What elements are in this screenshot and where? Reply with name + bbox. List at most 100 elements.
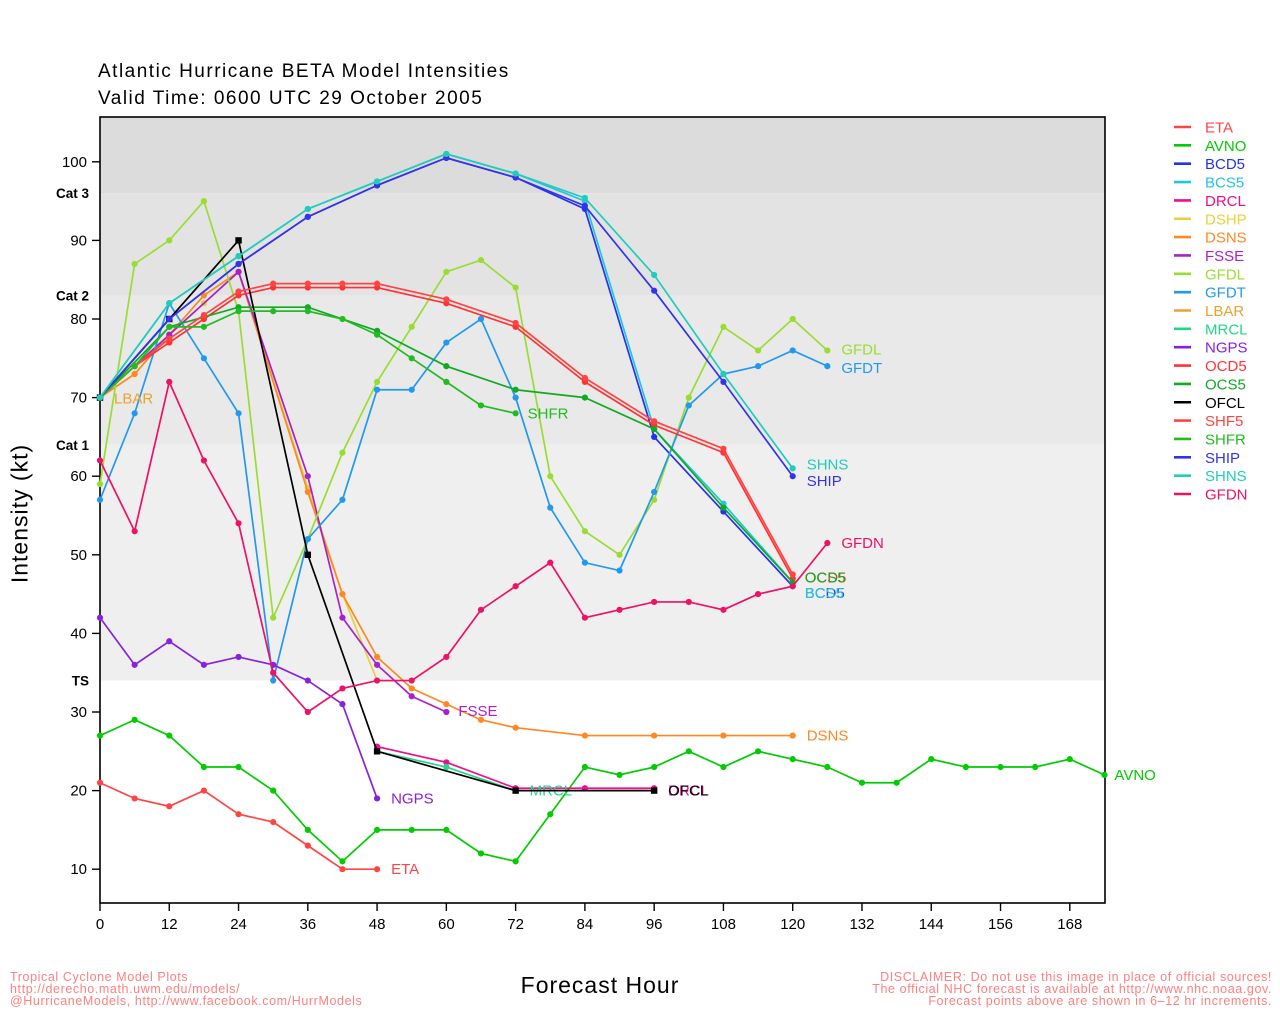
credits-text: Tropical Cyclone Model Plots http://derec…: [10, 971, 362, 1008]
data-point: [581, 394, 588, 401]
data-point: [96, 394, 104, 401]
data-point: [270, 677, 277, 684]
data-point: [235, 308, 242, 315]
data-point: [373, 386, 381, 393]
data-point: [304, 473, 311, 480]
series-avno: AVNO: [96, 716, 1156, 865]
data-point: [408, 685, 415, 692]
data-point: [443, 150, 450, 158]
data-point: [131, 661, 138, 668]
legend-label: SHF5: [1205, 413, 1243, 430]
data-point: [166, 300, 173, 307]
series-line: [99, 718, 1105, 863]
data-point: [1032, 763, 1039, 771]
data-point: [166, 323, 173, 330]
data-point: [131, 370, 138, 378]
series-inline-label: FSSE: [458, 703, 497, 720]
y-tick-label: 90: [70, 232, 87, 249]
legend-item-ocd5: OCD5: [1174, 358, 1247, 375]
intensity-band: [100, 444, 1105, 681]
data-point: [270, 614, 277, 621]
data-point: [616, 606, 623, 613]
series-inline-label: GFDL: [841, 341, 881, 358]
series-inline-label: GFDT: [841, 360, 882, 377]
y-tick-label: 10: [70, 861, 87, 878]
data-point: [131, 363, 138, 370]
data-point: [1101, 771, 1108, 778]
data-point: [443, 759, 450, 766]
data-point: [477, 256, 485, 264]
data-point: [235, 253, 242, 260]
data-point: [512, 170, 519, 177]
data-point: [200, 198, 208, 205]
footer-line: Forecast points above are shown in 6–12 …: [928, 994, 1272, 1008]
data-point: [824, 363, 831, 370]
data-point: [685, 394, 692, 401]
data-point: [581, 763, 588, 771]
data-point: [512, 410, 519, 417]
legend-label: OCS5: [1205, 376, 1246, 393]
y-tick-label: 30: [70, 704, 87, 721]
legend-label: OFCL: [1205, 395, 1245, 412]
legend-item-gfdt: GFDT: [1174, 285, 1246, 302]
data-point: [477, 315, 485, 323]
y-tick-label: 100: [62, 154, 87, 171]
legend-label: SHNS: [1205, 468, 1247, 485]
data-point: [408, 386, 415, 393]
data-point: [166, 732, 173, 739]
data-point: [200, 292, 208, 299]
legend-item-dshp: DSHP: [1174, 211, 1247, 228]
series-shns: SHNS: [96, 150, 848, 473]
data-point: [685, 402, 692, 409]
x-axis-label: Forecast Hour: [520, 972, 680, 998]
data-point: [547, 504, 554, 511]
data-point: [685, 748, 692, 755]
legend-label: DSNS: [1205, 230, 1247, 247]
series-inline-label: SHFR: [528, 405, 569, 422]
x-tick-label: 108: [711, 916, 736, 933]
data-point: [512, 583, 519, 590]
data-point: [754, 363, 762, 370]
data-point: [720, 323, 727, 330]
data-point: [651, 598, 658, 606]
data-point: [616, 771, 623, 778]
legend-item-dsns: DSNS: [1174, 230, 1247, 247]
legend-label: GFDN: [1205, 487, 1248, 504]
x-tick-label: 12: [161, 916, 178, 933]
data-point: [373, 280, 381, 287]
data-point: [1066, 756, 1073, 763]
data-point: [408, 826, 415, 834]
x-tick-label: 168: [1057, 916, 1082, 933]
data-point: [96, 457, 104, 464]
data-point: [512, 787, 519, 794]
data-point: [408, 693, 415, 700]
data-point: [235, 237, 242, 244]
legend-label: OCD5: [1205, 358, 1247, 375]
data-point: [235, 260, 242, 268]
plot-border: [99, 116, 1106, 904]
data-point: [304, 205, 311, 213]
category-label: Cat 2: [56, 288, 89, 303]
legend-item-shfr: SHFR: [1174, 431, 1246, 448]
data-point: [373, 677, 381, 684]
y-tick-label: 70: [70, 390, 87, 407]
legend-item-drcl: DRCL: [1174, 193, 1246, 210]
data-point: [373, 826, 381, 834]
legend-label: NGPS: [1205, 340, 1248, 357]
data-point: [200, 457, 208, 464]
data-point: [373, 866, 381, 873]
data-point: [166, 378, 173, 385]
data-point: [200, 311, 208, 319]
data-point: [166, 315, 173, 323]
data-point: [339, 591, 346, 598]
data-point: [616, 551, 623, 558]
x-tick-label: 0: [96, 916, 104, 933]
data-point: [339, 685, 346, 692]
data-point: [131, 795, 138, 802]
x-tick-label: 156: [988, 916, 1013, 933]
data-point: [96, 496, 104, 503]
data-point: [789, 315, 796, 323]
legend-item-ofcl: OFCL: [1174, 395, 1245, 412]
